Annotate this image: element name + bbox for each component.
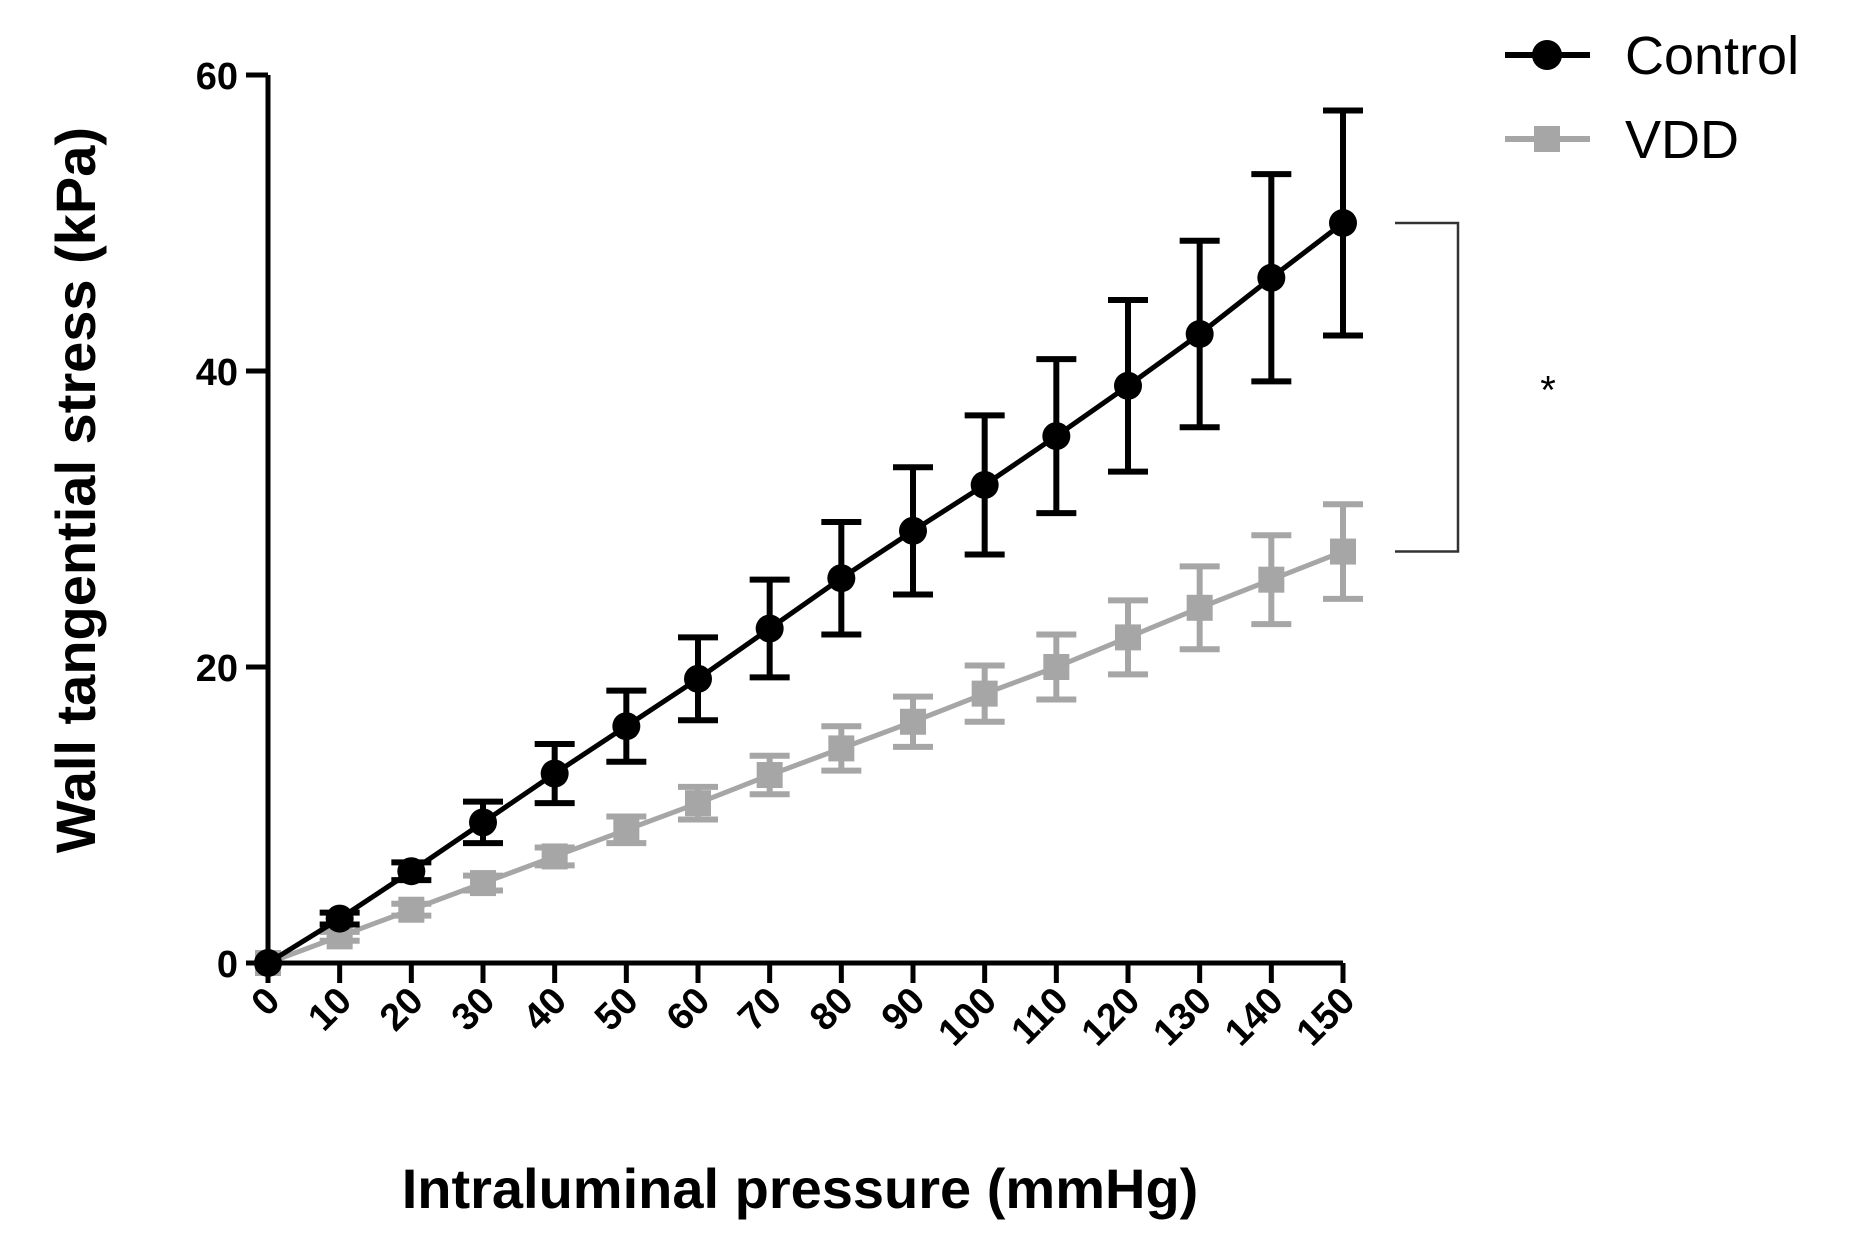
point-control-70 (755, 614, 784, 643)
point-control-150 (1329, 209, 1357, 237)
legend-item-control: Control (1505, 26, 1799, 86)
point-control-140 (1257, 263, 1286, 292)
series-control (254, 107, 1363, 977)
series-vdd (255, 501, 1363, 976)
point-vdd-130 (1186, 594, 1213, 621)
y-tick-label-0: 0 (217, 944, 238, 986)
point-control-120 (1114, 371, 1142, 400)
x-tick-label-10: 10 (300, 980, 360, 1040)
legend-label-vdd: VDD (1625, 110, 1739, 170)
x-tick-label-60: 60 (659, 980, 719, 1040)
legend-item-vdd: VDD (1505, 110, 1739, 170)
legend-marker-vdd (1534, 126, 1560, 152)
point-vdd-140 (1258, 566, 1285, 593)
point-vdd-120 (1115, 624, 1141, 651)
y-tick-label-40: 40 (196, 352, 238, 394)
x-tick-label-110: 110 (1004, 980, 1077, 1053)
x-tick-label-50: 50 (587, 980, 647, 1040)
point-control-50 (612, 712, 641, 741)
point-control-30 (469, 808, 497, 837)
point-control-20 (397, 857, 426, 886)
series-line-vdd (267, 549, 1344, 966)
point-control-40 (540, 759, 569, 788)
y-tick-label-20: 20 (196, 648, 238, 690)
point-vdd-110 (1043, 654, 1070, 680)
x-tick-label-40: 40 (515, 980, 575, 1040)
point-control-110 (1042, 422, 1071, 451)
point-control-90 (899, 516, 927, 545)
x-tick-label-100: 100 (930, 980, 1005, 1055)
significance-label: * (1540, 368, 1556, 412)
point-control-130 (1185, 320, 1214, 348)
x-tick-label-80: 80 (802, 980, 862, 1040)
legend-marker-control (1532, 40, 1562, 70)
significance-bracket (1395, 221, 1460, 553)
legend: Control VDD (1505, 26, 1799, 170)
point-vdd-70 (756, 762, 783, 789)
series-layer (254, 107, 1363, 977)
x-tick-label-150: 150 (1289, 980, 1364, 1055)
x-tick-label-0: 0 (244, 980, 289, 1025)
point-control-60 (684, 664, 712, 693)
point-control-10 (325, 904, 354, 933)
point-control-80 (827, 564, 856, 593)
x-tick-label-30: 30 (444, 980, 504, 1040)
x-tick-label-120: 120 (1074, 980, 1149, 1055)
point-vdd-40 (541, 843, 568, 870)
point-vdd-60 (685, 790, 711, 817)
point-vdd-80 (828, 735, 855, 762)
point-control-100 (970, 470, 999, 499)
annotations: * (1395, 221, 1556, 553)
x-tick-label-140: 140 (1217, 980, 1292, 1055)
point-control-0 (254, 949, 282, 977)
point-vdd-50 (613, 816, 640, 843)
x-axis-title: Intraluminal pressure (mmHg) (402, 1157, 1199, 1220)
point-vdd-20 (398, 896, 425, 923)
y-axis-title: Wall tangential stress (kPa) (44, 127, 107, 853)
point-vdd-100 (971, 680, 998, 707)
point-vdd-150 (1330, 538, 1356, 565)
point-vdd-30 (470, 870, 496, 897)
x-tick-label-70: 70 (730, 980, 790, 1040)
y-tick-label-60: 60 (196, 56, 238, 98)
legend-label-control: Control (1625, 26, 1799, 86)
x-tick-label-20: 20 (372, 980, 432, 1040)
series-line-control (266, 221, 1345, 966)
x-tick-label-130: 130 (1145, 980, 1220, 1055)
x-tick-label-90: 90 (874, 980, 934, 1040)
point-vdd-90 (900, 708, 926, 735)
